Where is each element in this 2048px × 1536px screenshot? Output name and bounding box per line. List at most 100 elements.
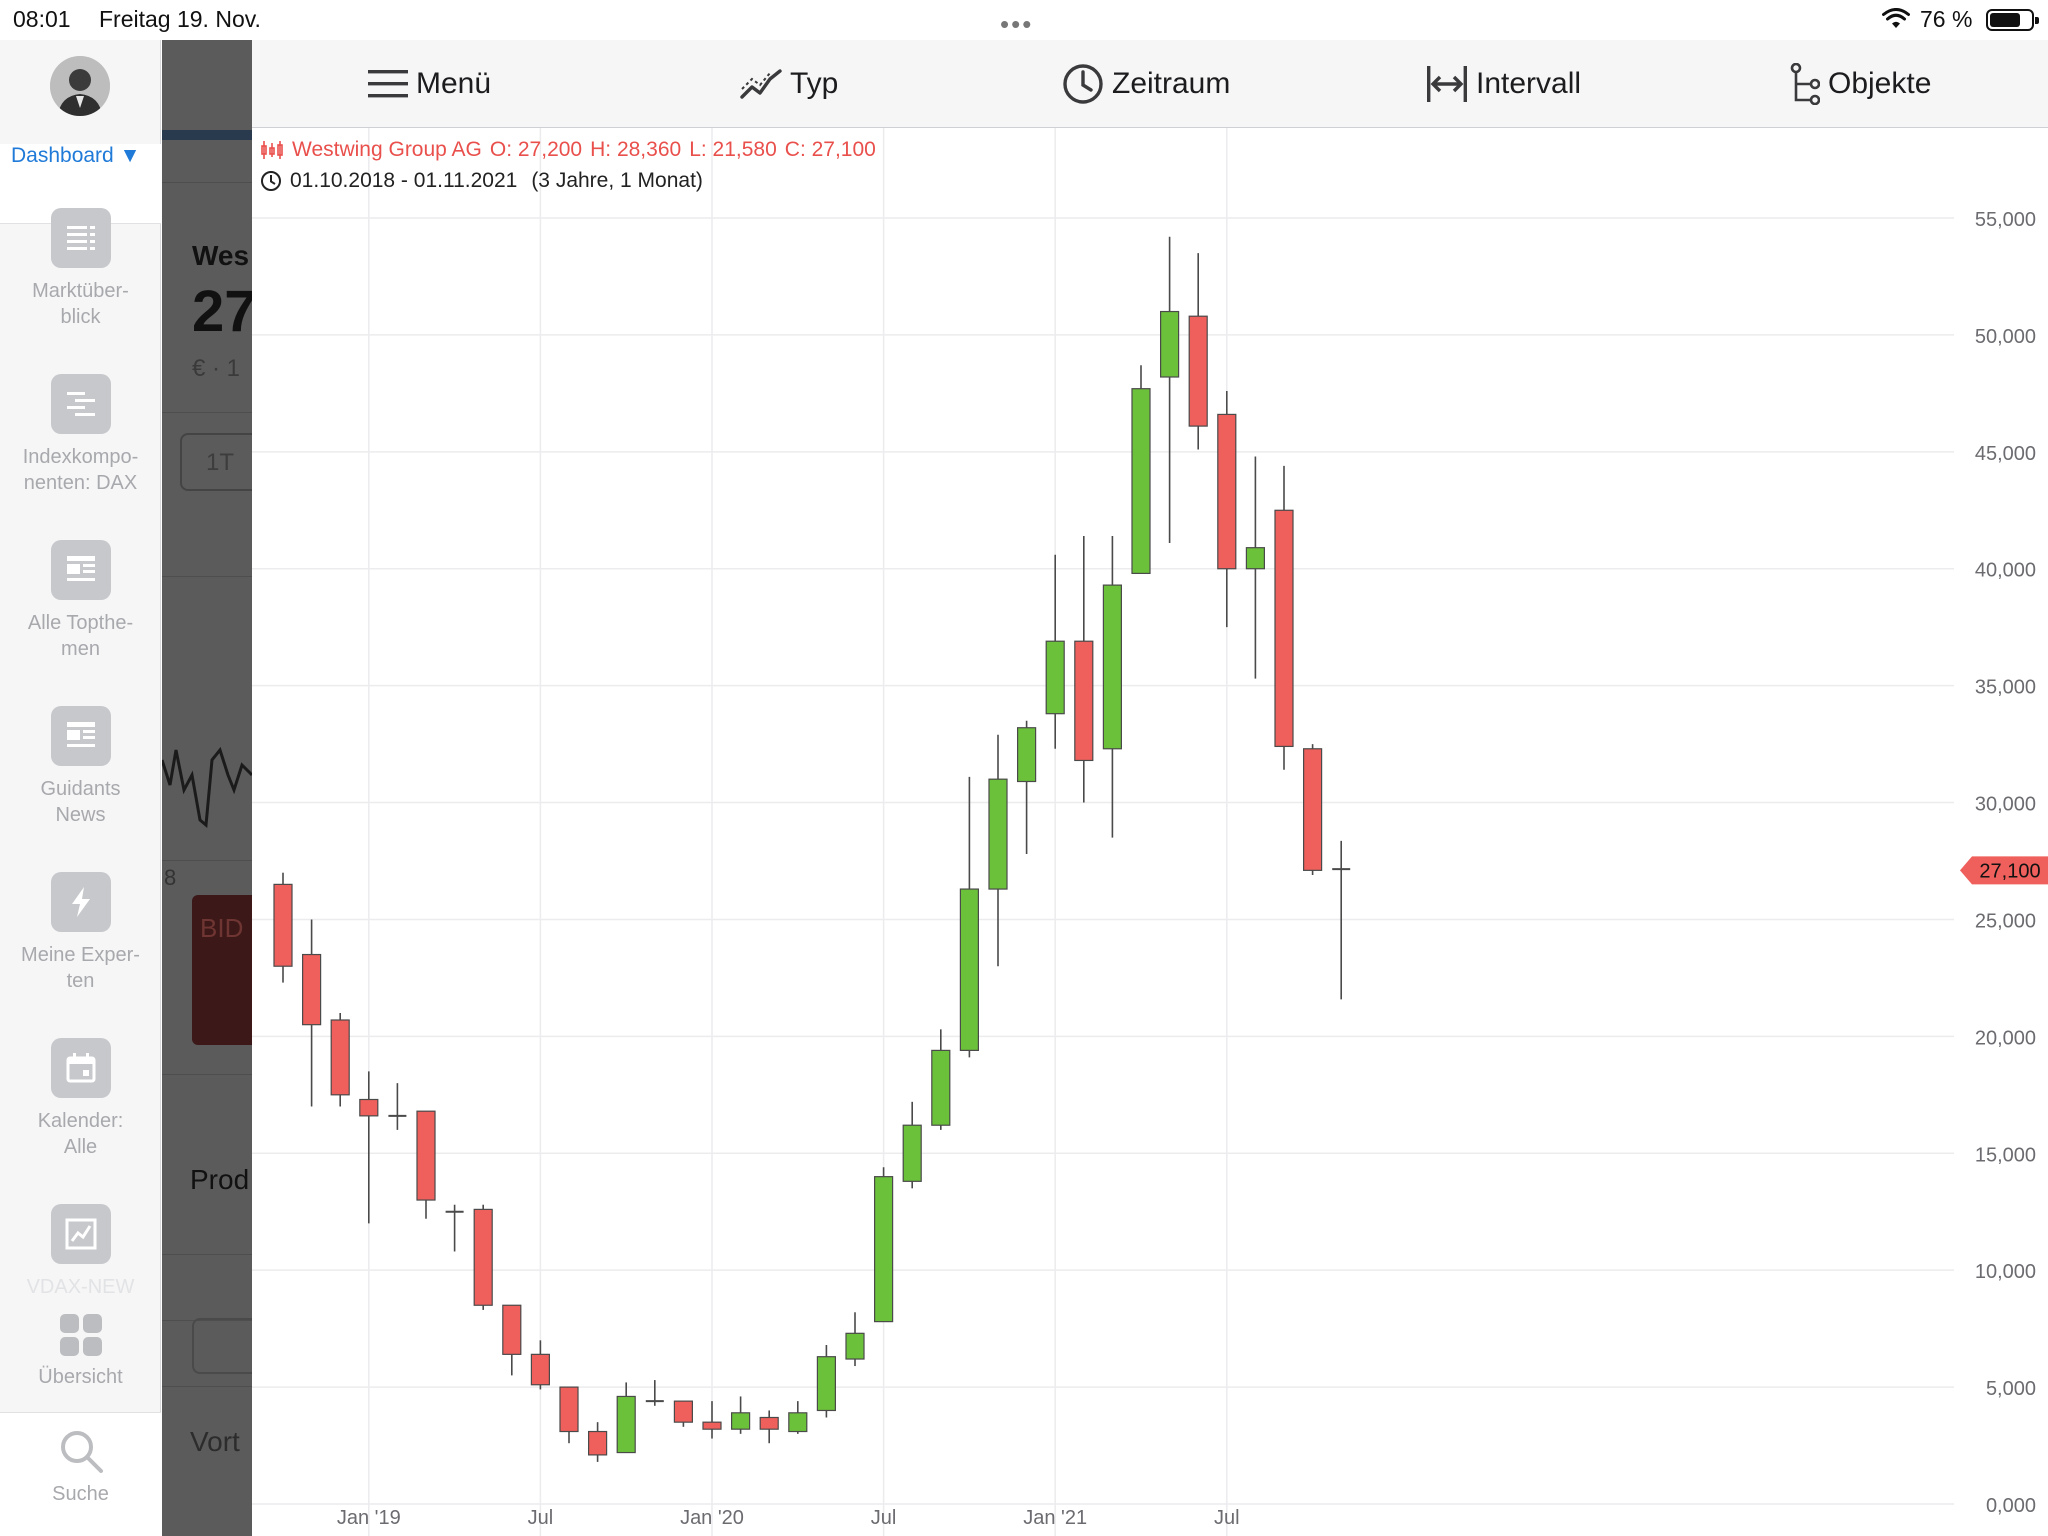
candle-body [731, 1412, 751, 1430]
legend-instrument: Westwing Group AG [292, 138, 482, 161]
interval-button[interactable]: Intervall [1426, 62, 1581, 106]
candle [445, 1204, 464, 1252]
candles [273, 236, 1351, 1462]
search-button[interactable]: Suche [0, 1427, 161, 1507]
candlestick-icon [261, 141, 283, 159]
candle [1159, 236, 1180, 544]
avatar[interactable] [50, 56, 110, 116]
candle [873, 1167, 894, 1323]
candle-body [702, 1421, 722, 1430]
candle [902, 1101, 922, 1189]
x-tick-label: Jul [871, 1507, 897, 1529]
menu-button[interactable]: Menü [368, 62, 491, 106]
sidebar-item-alle-topthemen[interactable]: Alle Topthe- men [0, 540, 161, 662]
candle [931, 1029, 951, 1130]
y-tick-label: 30,000 [1975, 794, 2036, 816]
interval-arrows-icon [1427, 66, 1467, 102]
y-tick-label: 35,000 [1975, 677, 2036, 699]
candle [1074, 535, 1094, 803]
candle-body [1245, 547, 1266, 570]
sidebar-item-meine-experten[interactable]: Meine Exper- ten [0, 872, 161, 994]
background-tick: 8 [164, 865, 177, 890]
x-tick-label: Jan '20 [680, 1507, 744, 1529]
candle-body [559, 1386, 579, 1433]
candle [816, 1345, 837, 1418]
candle [1016, 720, 1037, 854]
sidebar-item-kalender[interactable]: Kalender: Alle [0, 1038, 161, 1160]
list-icon [50, 374, 111, 434]
axes: 0,000 5,000 10,000 15,000 20,000 25,000 30,000… [337, 209, 2036, 1529]
candle-body [1131, 388, 1151, 575]
candle-body [530, 1353, 550, 1386]
period-button[interactable]: Zeitraum [1062, 62, 1230, 106]
candle-body [1302, 748, 1323, 871]
objects-label: Objekte [1828, 67, 1932, 100]
candle-body [1188, 315, 1208, 427]
sidebar-item-guidants-news[interactable]: Guidants News [0, 706, 161, 828]
candle [1217, 391, 1237, 628]
search-label: Suche [52, 1483, 109, 1505]
sidebar-item-label: Marktüber- blick [32, 280, 129, 328]
status-bar: 08:01 Freitag 19. Nov. ••• 76 % [0, 0, 2048, 40]
y-tick-label: 0,000 [1986, 1495, 2036, 1517]
legend-low: L: 21,580 [689, 138, 777, 161]
candle [559, 1386, 579, 1444]
candle-body [988, 778, 1008, 890]
last-price-label: 27,100 [1979, 860, 2040, 882]
last-price-marker: 27,100 [1960, 856, 2048, 885]
sidebar-item-marktueberblick[interactable]: Marktüber- blick [0, 208, 161, 330]
candle [1274, 465, 1294, 770]
line-chart-icon [740, 69, 782, 99]
candle [1102, 535, 1123, 838]
candle-body [959, 888, 980, 1051]
y-tick-label: 20,000 [1975, 1027, 2036, 1049]
chart-panel: Menü Typ Zeitraum Intervall [252, 40, 2048, 1536]
candle [788, 1401, 808, 1434]
type-label: Typ [790, 67, 839, 100]
candle [588, 1422, 608, 1462]
sidebar-item-label: Alle Topthe- men [27, 612, 134, 660]
candle-body [1045, 640, 1065, 715]
candlestick-chart[interactable]: 0,000 5,000 10,000 15,000 20,000 25,000 30,000… [252, 128, 2048, 1536]
sidebar-item-uebersicht[interactable]: Übersicht [0, 1312, 161, 1390]
legend-duration: (3 Jahre, 1 Monat) [531, 169, 703, 192]
background-bid-button: BID [192, 895, 252, 1045]
user-silhouette-icon [50, 56, 110, 116]
clock-icon [1063, 64, 1103, 104]
sidebar-item-indexkomponenten[interactable]: Indexkompo- nenten: DAX [0, 374, 161, 496]
candle [1188, 253, 1208, 450]
chart-icon [50, 1204, 111, 1264]
candle-body [1016, 727, 1037, 783]
candle [1245, 456, 1266, 679]
candle [616, 1382, 636, 1454]
candle [702, 1401, 722, 1439]
candle-body [902, 1124, 922, 1182]
legend-range: 01.10.2018 - 01.11.2021 [290, 169, 518, 192]
type-button[interactable]: Typ [740, 62, 838, 106]
candle-body [1074, 640, 1094, 762]
objects-button[interactable]: Objekte [1790, 62, 1931, 106]
multitasking-dots-icon[interactable]: ••• [1000, 9, 1034, 39]
newspaper-icon [50, 540, 111, 600]
lightning-icon [50, 872, 111, 932]
candle-body [788, 1412, 808, 1433]
sidebar-item-vdax-new[interactable]: VDAX-NEW [0, 1204, 161, 1300]
y-tick-label: 55,000 [1975, 209, 2036, 231]
candle-body [301, 953, 322, 1026]
dashboard-dropdown[interactable]: Dashboard ▼ [11, 144, 141, 167]
period-label: Zeitraum [1112, 67, 1231, 100]
candle [1045, 554, 1065, 749]
candle [502, 1304, 522, 1376]
candle [1131, 365, 1151, 575]
wifi-icon [1882, 8, 1910, 28]
list-icon [50, 208, 111, 268]
sidebar-item-label: Indexkompo- nenten: DAX [22, 446, 139, 494]
candle [731, 1396, 751, 1434]
candle-body [759, 1416, 779, 1430]
chart-legend: Westwing Group AG O: 27,200 H: 28,360 L:… [260, 138, 884, 193]
status-time: 08:01 [13, 6, 71, 32]
last-price-tag [1960, 856, 2048, 885]
sidebar-item-label: Guidants News [40, 778, 121, 826]
y-tick-label: 15,000 [1975, 1144, 2036, 1166]
y-tick-label: 45,000 [1975, 443, 2036, 465]
